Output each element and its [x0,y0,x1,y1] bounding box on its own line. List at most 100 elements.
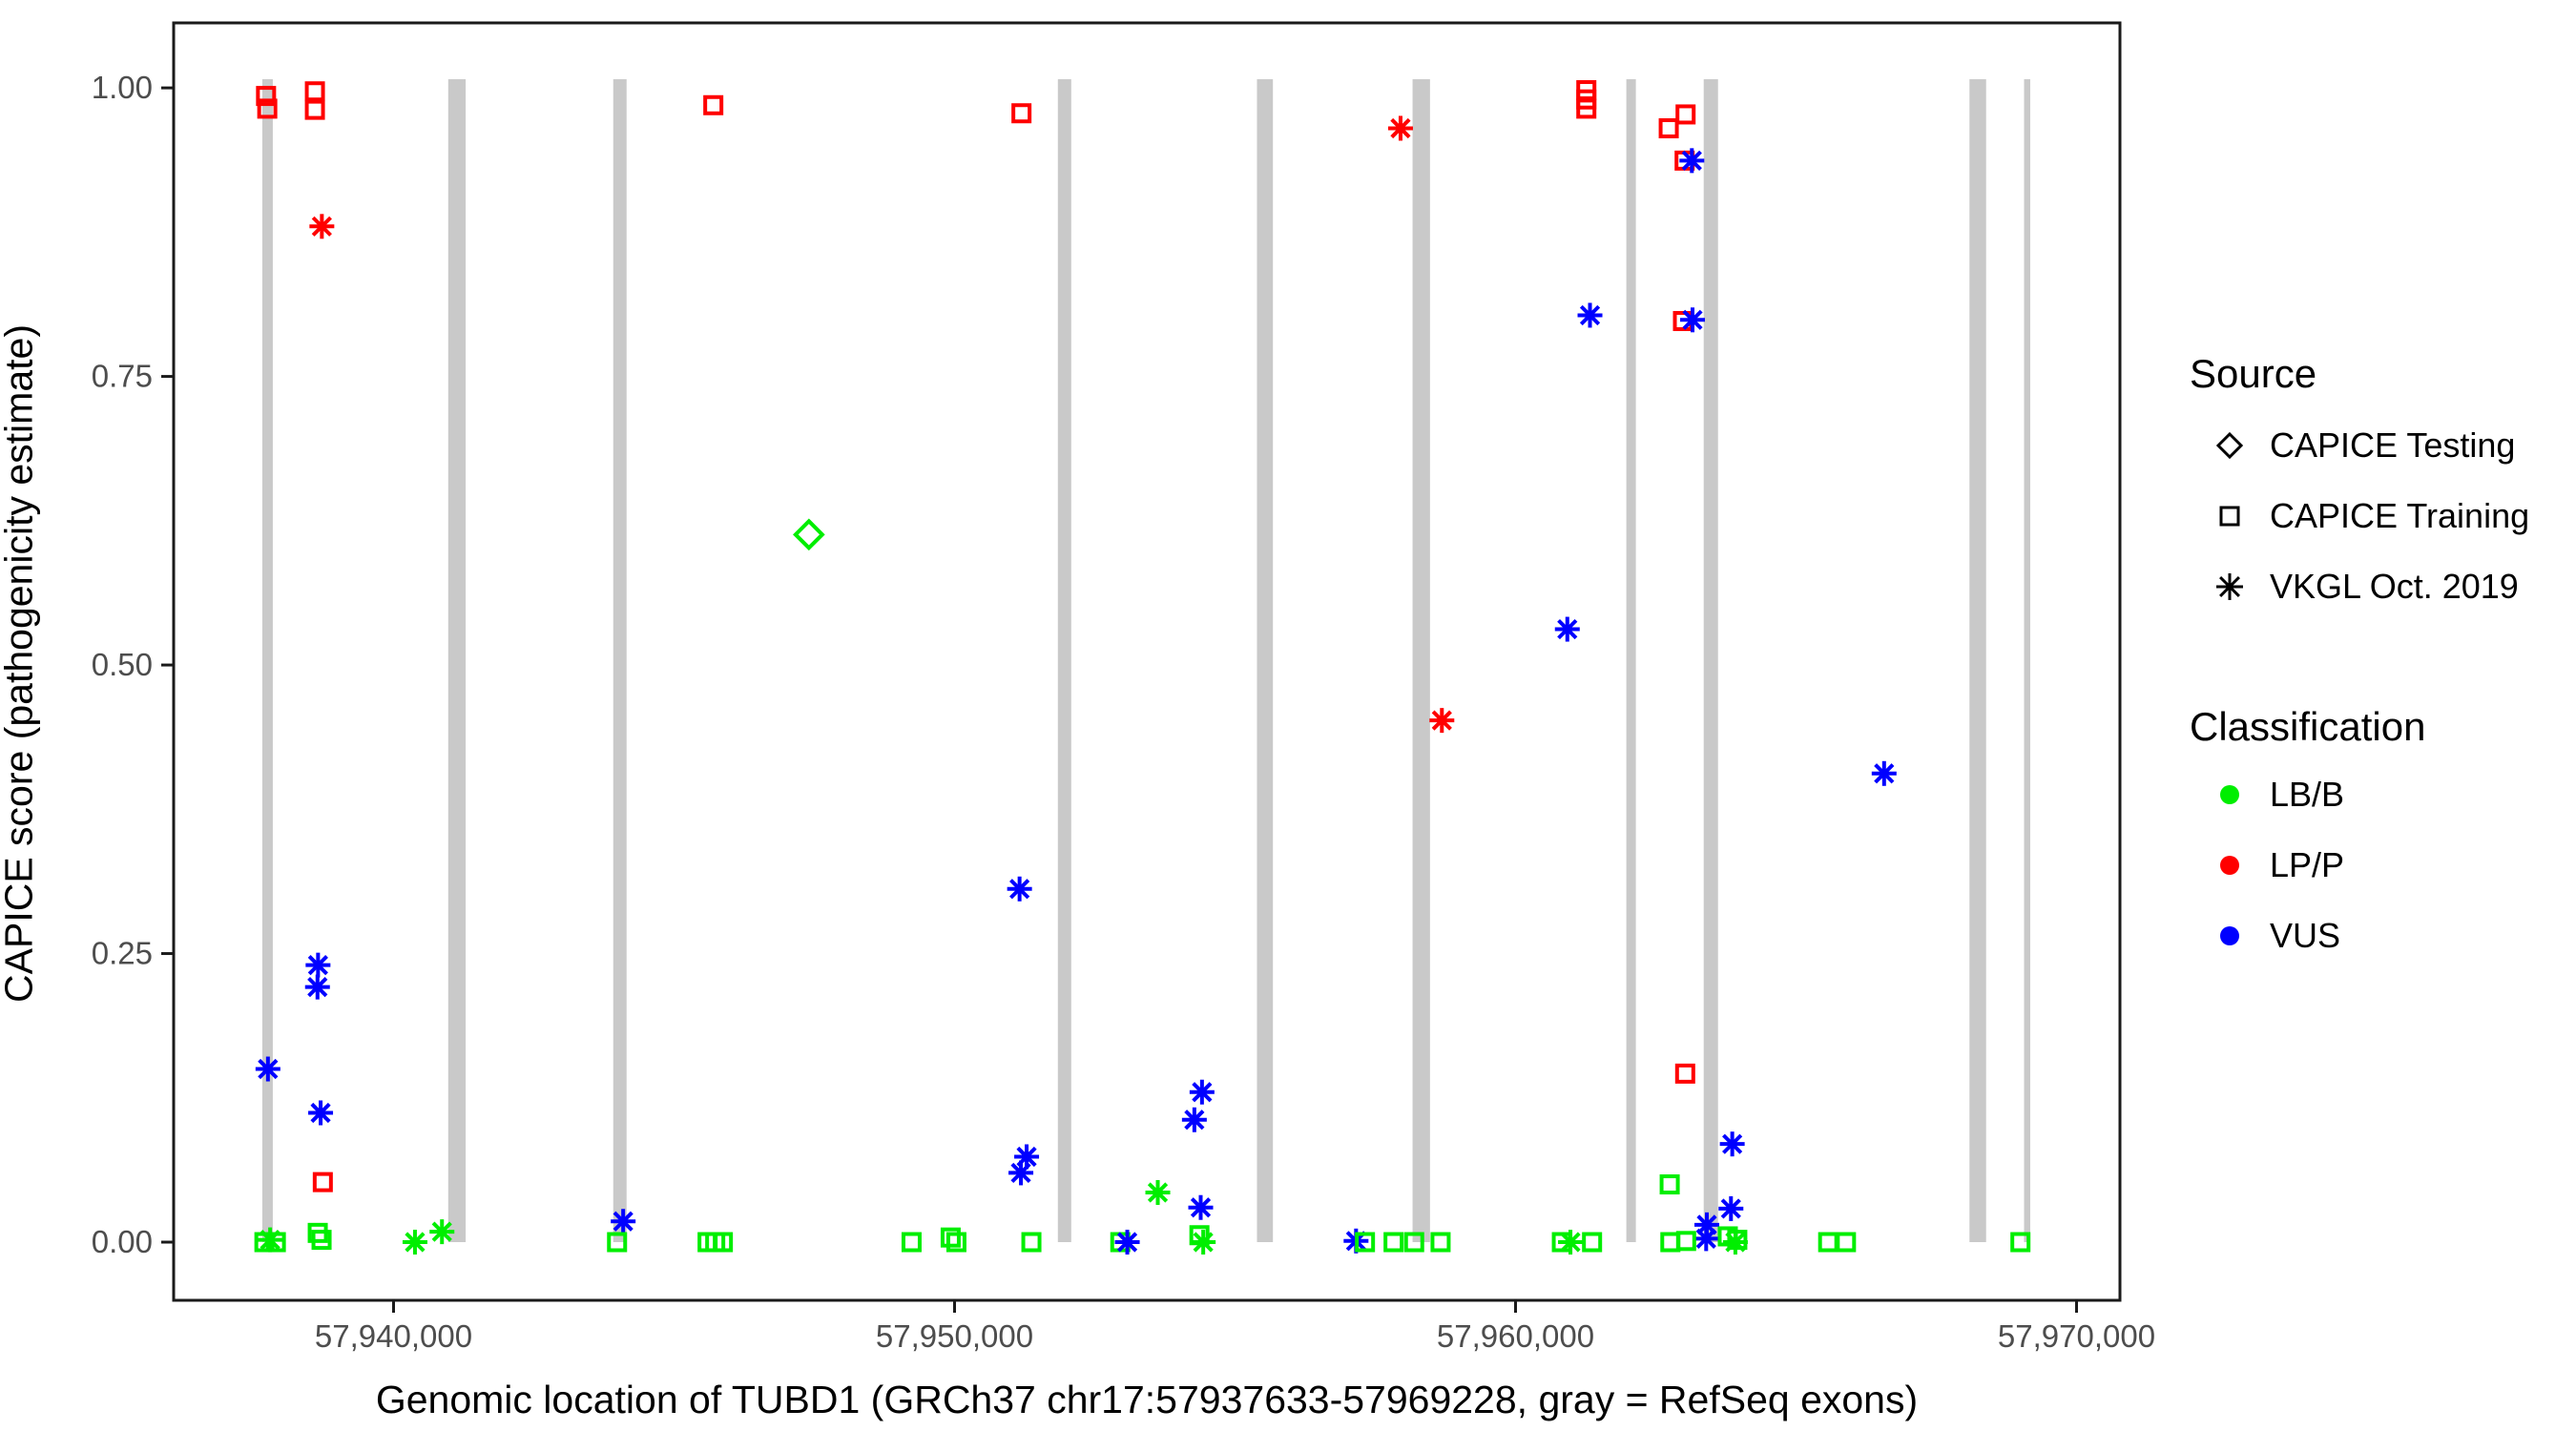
data-point-asterisk [1007,876,1032,902]
data-point-square [901,1232,922,1253]
data-point-asterisk [611,1209,636,1234]
x-tick-label: 57,940,000 [315,1318,472,1354]
data-point-asterisk [429,1219,455,1245]
data-point-square [1355,1232,1376,1253]
data-point-square [945,1232,966,1253]
legend-item-label: VKGL Oct. 2019 [2270,567,2519,606]
data-point-diamond [793,518,825,551]
data-point-asterisk [1693,1226,1719,1252]
data-point-square [1582,1232,1603,1253]
blue-dot-icon [2190,924,2270,947]
data-point-asterisk [1145,1179,1171,1205]
data-point-square [304,99,325,120]
legend-item-label: CAPICE Training [2270,496,2530,535]
x-tick-label: 57,960,000 [1437,1318,1594,1354]
data-point-asterisk [1189,1079,1215,1105]
x-axis-title: Genomic location of TUBD1 (GRCh37 chr17:… [375,1378,1919,1421]
y-tick-label: 1.00 [92,70,153,105]
data-point-asterisk [1577,302,1603,328]
data-point-asterisk [402,1230,427,1255]
data-point-square [1430,1232,1451,1253]
x-tick-label: 57,970,000 [1998,1318,2155,1354]
exon-bar [447,79,467,1243]
data-point-square [1403,1232,1424,1253]
data-point-asterisk [309,214,335,239]
data-point-square [265,1232,286,1253]
diamond-icon [2190,431,2270,460]
x-tick-label: 57,950,000 [876,1318,1033,1354]
data-point-square [1674,1063,1695,1084]
data-point-square [1675,104,1696,125]
data-point-asterisk [304,974,330,1000]
data-point-asterisk [255,1056,280,1082]
data-point-square [607,1232,628,1253]
legend-item-label: LP/P [2270,845,2345,884]
data-point-asterisk [1114,1230,1140,1255]
data-point-square [940,1227,961,1248]
y-tick-label: 0.75 [92,359,153,394]
legend-item-capice-training: CAPICE Training [2190,481,2571,551]
data-point-asterisk [1181,1107,1207,1132]
data-point-asterisk [1188,1194,1214,1220]
legend-source-items: CAPICE Testing CAPICE Training [2190,410,2571,622]
data-point-asterisk [1554,616,1580,642]
data-point-asterisk [308,1100,334,1126]
asterisk-icon [2190,570,2270,603]
exon-bar [1703,79,1718,1243]
data-point-square [1383,1232,1404,1253]
green-dot-icon [2190,783,2270,806]
data-point-square [1576,98,1597,119]
legend-item-lpp: LP/P [2190,830,2571,901]
data-point-square [1659,1174,1680,1195]
data-point-asterisk [1558,1230,1584,1255]
exon-bar [1057,79,1071,1243]
data-point-square [1675,1231,1696,1252]
exon-bar [613,79,627,1243]
data-point-asterisk [1718,1195,1744,1221]
data-point-asterisk [1429,708,1455,734]
exon-bar [2024,79,2030,1243]
data-point-asterisk [1387,115,1413,141]
legend-item-label: CAPICE Testing [2270,425,2516,465]
data-point-square [703,94,724,115]
data-point-square [256,86,277,107]
exon-bar [1412,79,1430,1243]
data-point-square [1660,1232,1681,1253]
data-point-square [713,1232,734,1253]
data-point-asterisk [1680,307,1706,333]
exon-bar [1257,79,1274,1243]
square-icon [2190,504,2270,529]
legend-classification-block: Classification LB/B LP/P [2190,706,2571,971]
legend-item-capice-testing: CAPICE Testing [2190,410,2571,481]
data-point-square [2010,1232,2031,1253]
legend: Source CAPICE Testing CAPICE Training [2190,353,2571,971]
exon-bar [261,79,273,1243]
exon-bar [1626,79,1636,1243]
data-point-square [1658,117,1679,138]
data-point-square [1727,1230,1748,1251]
data-point-square [311,1230,332,1251]
data-point-asterisk [1871,760,1897,786]
legend-item-label: VUS [2270,916,2341,955]
legend-item-vus: VUS [2190,901,2571,971]
legend-title-source: Source [2190,351,2317,396]
data-point-asterisk [1679,148,1705,174]
legend-item-lbb: LB/B [2190,759,2571,830]
data-point-square [1818,1232,1839,1253]
data-point-square [312,1172,333,1192]
data-point-asterisk [305,952,331,978]
y-tick-label: 0.00 [92,1224,153,1259]
data-point-square [1836,1232,1857,1253]
red-dot-icon [2190,854,2270,877]
legend-item-label: LB/B [2270,775,2345,814]
data-point-square [1011,103,1032,124]
panel-border [172,21,2122,1302]
legend-classification-items: LB/B LP/P VUS [2190,759,2571,971]
y-tick-label: 0.25 [92,936,153,971]
y-tick-label: 0.50 [92,647,153,682]
data-point-square [257,98,278,119]
data-point-square [304,81,325,102]
legend-title-classification: Classification [2190,704,2426,749]
